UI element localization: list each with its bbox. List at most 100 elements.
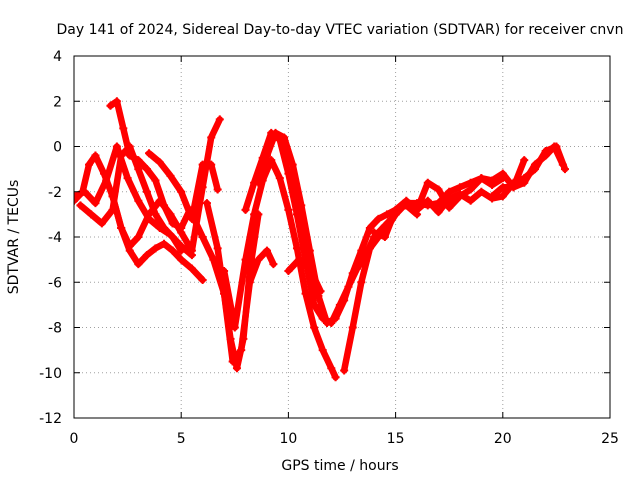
data-point-marker: [198, 233, 207, 241]
data-point-marker: [275, 174, 284, 183]
data-point-marker: [269, 260, 278, 269]
data-point-marker: [434, 199, 443, 208]
series-line: [203, 199, 262, 372]
data-point-marker: [213, 244, 222, 253]
data-point-marker: [327, 364, 336, 373]
series-pass-9: [220, 156, 340, 382]
data-point-marker: [383, 210, 392, 219]
data-point-marker: [230, 323, 239, 332]
y-tick-label: -6: [48, 275, 62, 291]
data-point-marker: [80, 187, 89, 196]
x-tick-label: 10: [279, 431, 297, 447]
data-point-marker: [168, 246, 177, 255]
data-point-marker: [348, 269, 357, 278]
data-point-marker: [112, 142, 121, 151]
data-point-marker: [331, 314, 340, 323]
data-point-marker: [226, 334, 235, 343]
data-point-marker: [102, 176, 111, 185]
data-point-marker: [241, 255, 250, 264]
data-point-marker: [301, 289, 310, 298]
data-point-marker: [262, 246, 271, 255]
data-point-marker: [155, 158, 164, 167]
y-tick-label: -2: [48, 185, 62, 201]
series-layer: [74, 97, 569, 382]
data-point-marker: [85, 160, 94, 169]
series-pass-14: [370, 174, 507, 241]
data-point-marker: [284, 266, 293, 275]
data-point-marker: [488, 192, 497, 201]
data-point-marker: [108, 192, 117, 201]
data-point-marker: [119, 124, 128, 133]
y-tick-label: 4: [53, 49, 62, 65]
x-axis-label: GPS time / hours: [281, 458, 398, 474]
data-point-marker: [215, 115, 224, 124]
data-point-marker: [160, 201, 169, 210]
series-line: [285, 256, 324, 295]
data-point-marker: [310, 323, 319, 332]
data-point-marker: [391, 205, 400, 214]
data-point-marker: [97, 219, 106, 228]
data-point-marker: [541, 151, 550, 160]
data-point-marker: [280, 133, 289, 142]
data-point-marker: [331, 373, 340, 382]
data-point-marker: [177, 223, 186, 232]
data-point-marker: [498, 174, 507, 183]
x-tick-label: 25: [601, 431, 619, 447]
data-point-marker: [187, 264, 196, 273]
data-point-marker: [123, 174, 132, 183]
x-tick-label: 20: [494, 431, 512, 447]
data-point-marker: [254, 178, 263, 187]
y-tick-label: -12: [39, 411, 62, 427]
data-point-marker: [316, 287, 325, 296]
data-point-marker: [558, 160, 567, 169]
data-point-marker: [106, 101, 115, 110]
data-point-marker: [142, 165, 151, 174]
data-point-marker: [187, 246, 196, 255]
data-point-marker: [145, 149, 154, 158]
data-point-marker: [284, 169, 293, 178]
data-point-marker: [292, 244, 301, 253]
data-point-marker: [177, 246, 186, 255]
data-point-marker: [198, 275, 207, 284]
data-point-marker: [445, 203, 454, 212]
data-point-marker: [213, 185, 222, 194]
data-point-marker: [423, 178, 432, 187]
data-point-marker: [466, 196, 475, 205]
data-point-marker: [340, 296, 349, 305]
series-pass-16: [488, 142, 567, 201]
data-point-marker: [365, 223, 374, 232]
data-point-marker: [168, 219, 177, 228]
series-line: [220, 156, 339, 381]
data-point-marker: [413, 205, 422, 214]
data-point-marker: [340, 366, 349, 375]
data-point-marker: [207, 160, 216, 169]
data-point-marker: [292, 210, 301, 219]
data-point-marker: [232, 364, 241, 373]
series-line: [74, 152, 206, 284]
data-point-marker: [550, 142, 559, 151]
series-pass-12: [284, 255, 325, 296]
data-point-marker: [168, 233, 177, 241]
data-point-marker: [498, 183, 507, 192]
y-tick-label: -10: [39, 366, 62, 382]
data-point-marker: [271, 128, 280, 137]
data-point-marker: [520, 178, 529, 187]
data-point-marker: [134, 196, 143, 205]
data-point-marker: [423, 196, 432, 205]
data-point-marker: [177, 255, 186, 264]
x-tick-label: 0: [70, 431, 79, 447]
data-point-marker: [322, 318, 331, 327]
data-point-marker: [250, 210, 259, 219]
data-point-marker: [498, 192, 507, 201]
data-point-marker: [112, 97, 121, 106]
y-tick-label: -8: [48, 321, 62, 337]
data-point-marker: [348, 323, 357, 332]
data-point-marker: [134, 156, 143, 165]
data-point-marker: [520, 156, 529, 165]
x-tick-label: 5: [177, 431, 186, 447]
data-point-marker: [241, 205, 250, 214]
data-point-marker: [142, 251, 151, 260]
y-tick-label: -4: [48, 230, 62, 246]
data-point-marker: [434, 185, 443, 194]
